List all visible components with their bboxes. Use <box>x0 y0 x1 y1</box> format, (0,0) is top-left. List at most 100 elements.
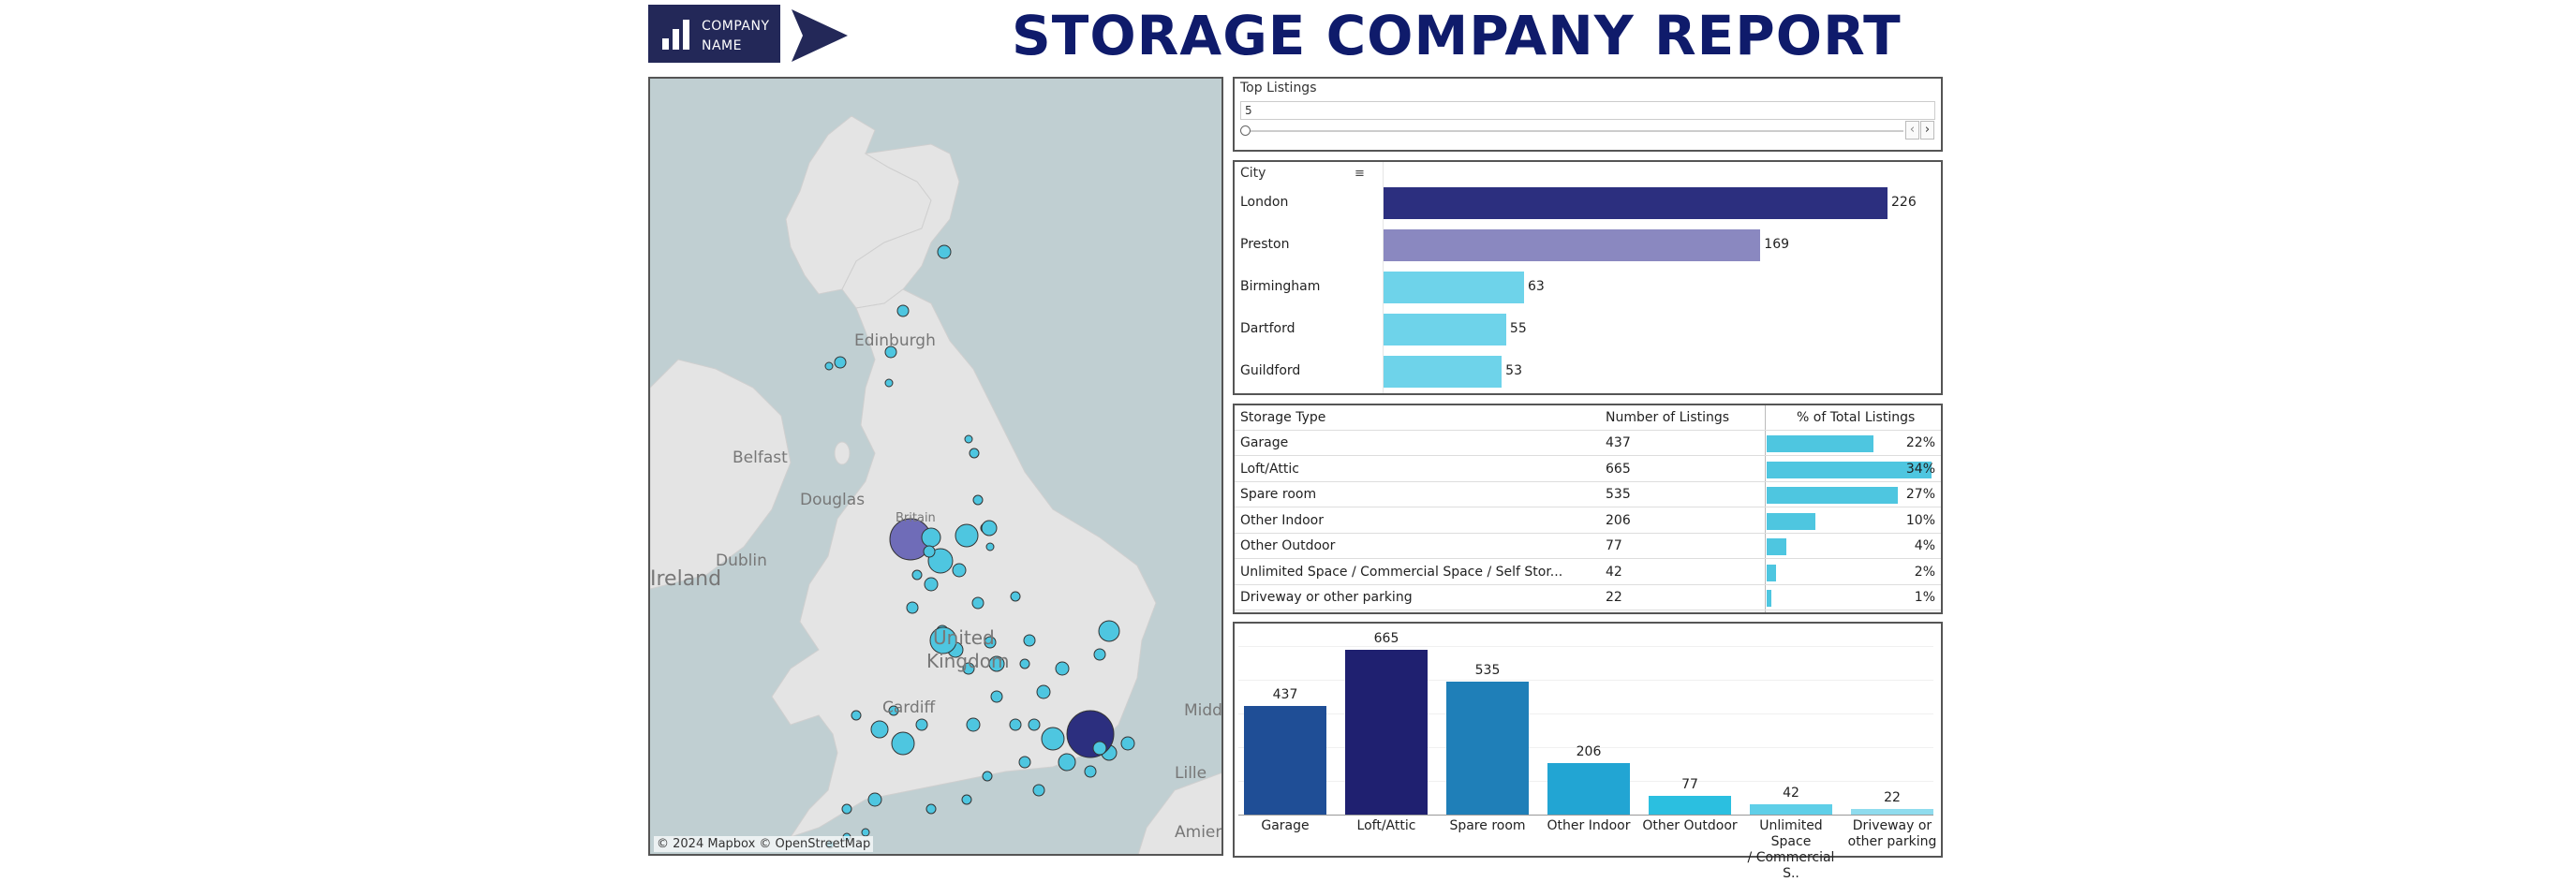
category-line: Spare room <box>1449 818 1526 833</box>
sort-icon[interactable]: ≡ <box>1355 167 1365 181</box>
bar-value-label: 22 <box>1884 790 1901 806</box>
bar[interactable] <box>1750 803 1832 815</box>
pct-cell: 27% <box>1905 487 1935 502</box>
storage-type-cell: Loft/Attic <box>1240 461 1299 477</box>
listing-count-cell: 437 <box>1606 435 1631 450</box>
city-row[interactable]: London 226 <box>1235 185 1941 223</box>
pct-cell: 1% <box>1914 590 1935 605</box>
next-icon[interactable]: › <box>1920 121 1934 140</box>
city-name: Dartford <box>1240 321 1295 336</box>
table-row[interactable]: Unlimited Space / Commercial Space / Sel… <box>1235 560 1941 585</box>
table-header: Storage Type Number of Listings % of Tot… <box>1235 405 1941 431</box>
bar-chart-icon <box>662 20 689 50</box>
category-line: / Commercial S.. <box>1747 850 1835 881</box>
category-line: Driveway or <box>1852 818 1932 833</box>
city-name: London <box>1240 195 1289 210</box>
city-bar[interactable] <box>1384 272 1524 303</box>
bar-value-label: 206 <box>1576 744 1602 760</box>
table-row[interactable]: Other Outdoor 77 4% <box>1235 534 1941 559</box>
table-row[interactable]: Driveway or other parking 22 1% <box>1235 585 1941 610</box>
city-value: 63 <box>1527 279 1545 294</box>
map-label-douglas: Douglas <box>800 491 866 509</box>
company-logo: COMPANY NAME <box>648 5 780 63</box>
storage-type-bar-chart: 437 Garage 665 Loft/Attic 535 Spare room 206 Ot… <box>1233 622 1943 881</box>
city-chart: City ≡ London 226 Preston 169 Birmingham 63 Da… <box>1233 160 1943 395</box>
pct-cell: 22% <box>1905 435 1935 450</box>
storage-type-cell: Other Outdoor <box>1240 538 1336 553</box>
city-bar[interactable] <box>1384 356 1503 388</box>
grid-line <box>1238 713 1933 714</box>
bar[interactable] <box>1547 763 1630 815</box>
grid-line <box>1238 680 1933 681</box>
listing-count-cell: 77 <box>1606 538 1622 553</box>
city-value: 53 <box>1505 363 1522 378</box>
bar-value-label: 535 <box>1474 663 1501 679</box>
table-divider <box>1765 405 1766 612</box>
slider-track[interactable] <box>1244 130 1903 132</box>
city-axis-line <box>1383 162 1384 393</box>
bar[interactable] <box>1244 706 1326 815</box>
previous-icon[interactable]: ‹ <box>1905 121 1919 140</box>
slider-knob[interactable] <box>1240 125 1251 136</box>
bar[interactable] <box>1649 795 1731 815</box>
storage-type-table: Storage Type Number of Listings % of Tot… <box>1233 404 1943 614</box>
map-label-dublin: Dublin <box>716 551 767 570</box>
bar-value-label: 665 <box>1373 631 1399 646</box>
pct-cell: 34% <box>1905 461 1935 477</box>
map-label-united: United <box>933 626 995 649</box>
table-row[interactable]: Loft/Attic 665 34% <box>1235 457 1941 482</box>
arrow-icon <box>792 9 848 62</box>
pct-cell: 10% <box>1905 512 1935 528</box>
city-row[interactable]: Preston 169 <box>1235 228 1941 265</box>
top-listings-input[interactable]: 5 <box>1240 101 1935 120</box>
city-bar[interactable] <box>1384 229 1761 261</box>
storage-type-cell: Driveway or other parking <box>1240 590 1413 605</box>
bar-value-label: 437 <box>1272 687 1298 703</box>
pct-bar <box>1767 564 1777 581</box>
city-row[interactable]: Dartford 55 <box>1235 312 1941 349</box>
bar-value-label: 42 <box>1783 785 1799 801</box>
pct-cell: 2% <box>1914 564 1935 580</box>
top-listings-filter: Top Listings 5 ‹ › <box>1233 77 1943 152</box>
city-value: 226 <box>1891 195 1917 210</box>
table-row[interactable]: Other Indoor 206 10% <box>1235 508 1941 534</box>
header-storage-type[interactable]: Storage Type <box>1240 410 1326 425</box>
listing-count-cell: 22 <box>1606 590 1622 605</box>
city-bar[interactable] <box>1384 187 1888 219</box>
map-label-britain: Britain <box>896 511 936 525</box>
map-label-belfast: Belfast <box>733 448 788 467</box>
bar[interactable] <box>1851 809 1933 815</box>
map-points[interactable] <box>824 244 1135 849</box>
uk-map[interactable]: Edinburgh Belfast Douglas Dublin Ireland… <box>648 77 1223 856</box>
storage-type-cell: Other Indoor <box>1240 512 1324 528</box>
pct-bar <box>1767 461 1932 478</box>
city-bar[interactable] <box>1384 314 1506 345</box>
pct-bar <box>1767 512 1815 530</box>
city-row[interactable]: Guildford 53 <box>1235 354 1941 391</box>
bar-value-label: 77 <box>1681 776 1698 792</box>
company-name: COMPANY NAME <box>702 17 770 56</box>
header-pct-total[interactable]: % of Total Listings <box>1797 410 1916 425</box>
listing-count-cell: 42 <box>1606 564 1622 580</box>
city-row[interactable]: Birmingham 63 <box>1235 270 1941 307</box>
city-header: City <box>1240 166 1266 181</box>
header-number-of-listings[interactable]: Number of Listings <box>1606 410 1730 425</box>
bar-category-label: Driveway or other parking <box>1842 818 1943 850</box>
pct-bar <box>1767 487 1898 504</box>
map-canvas[interactable] <box>650 79 1223 856</box>
table-row[interactable]: Garage 437 22% <box>1235 431 1941 456</box>
category-line: other parking <box>1847 834 1937 849</box>
grid-line <box>1238 646 1933 647</box>
pct-bar <box>1767 435 1873 452</box>
company-name-line1: COMPANY <box>702 19 770 34</box>
bar[interactable] <box>1345 650 1428 815</box>
map-attribution[interactable]: © 2024 Mapbox © OpenStreetMap <box>654 836 874 852</box>
table-row[interactable]: Spare room 535 27% <box>1235 482 1941 507</box>
company-name-line2: NAME <box>702 38 742 53</box>
category-line: Loft/Attic <box>1356 818 1416 833</box>
bar[interactable] <box>1446 682 1529 815</box>
pct-cell: 4% <box>1914 538 1935 553</box>
map-label-lille: Lille <box>1175 764 1207 783</box>
storage-type-cell: Spare room <box>1240 487 1317 502</box>
city-name: Preston <box>1240 237 1290 252</box>
